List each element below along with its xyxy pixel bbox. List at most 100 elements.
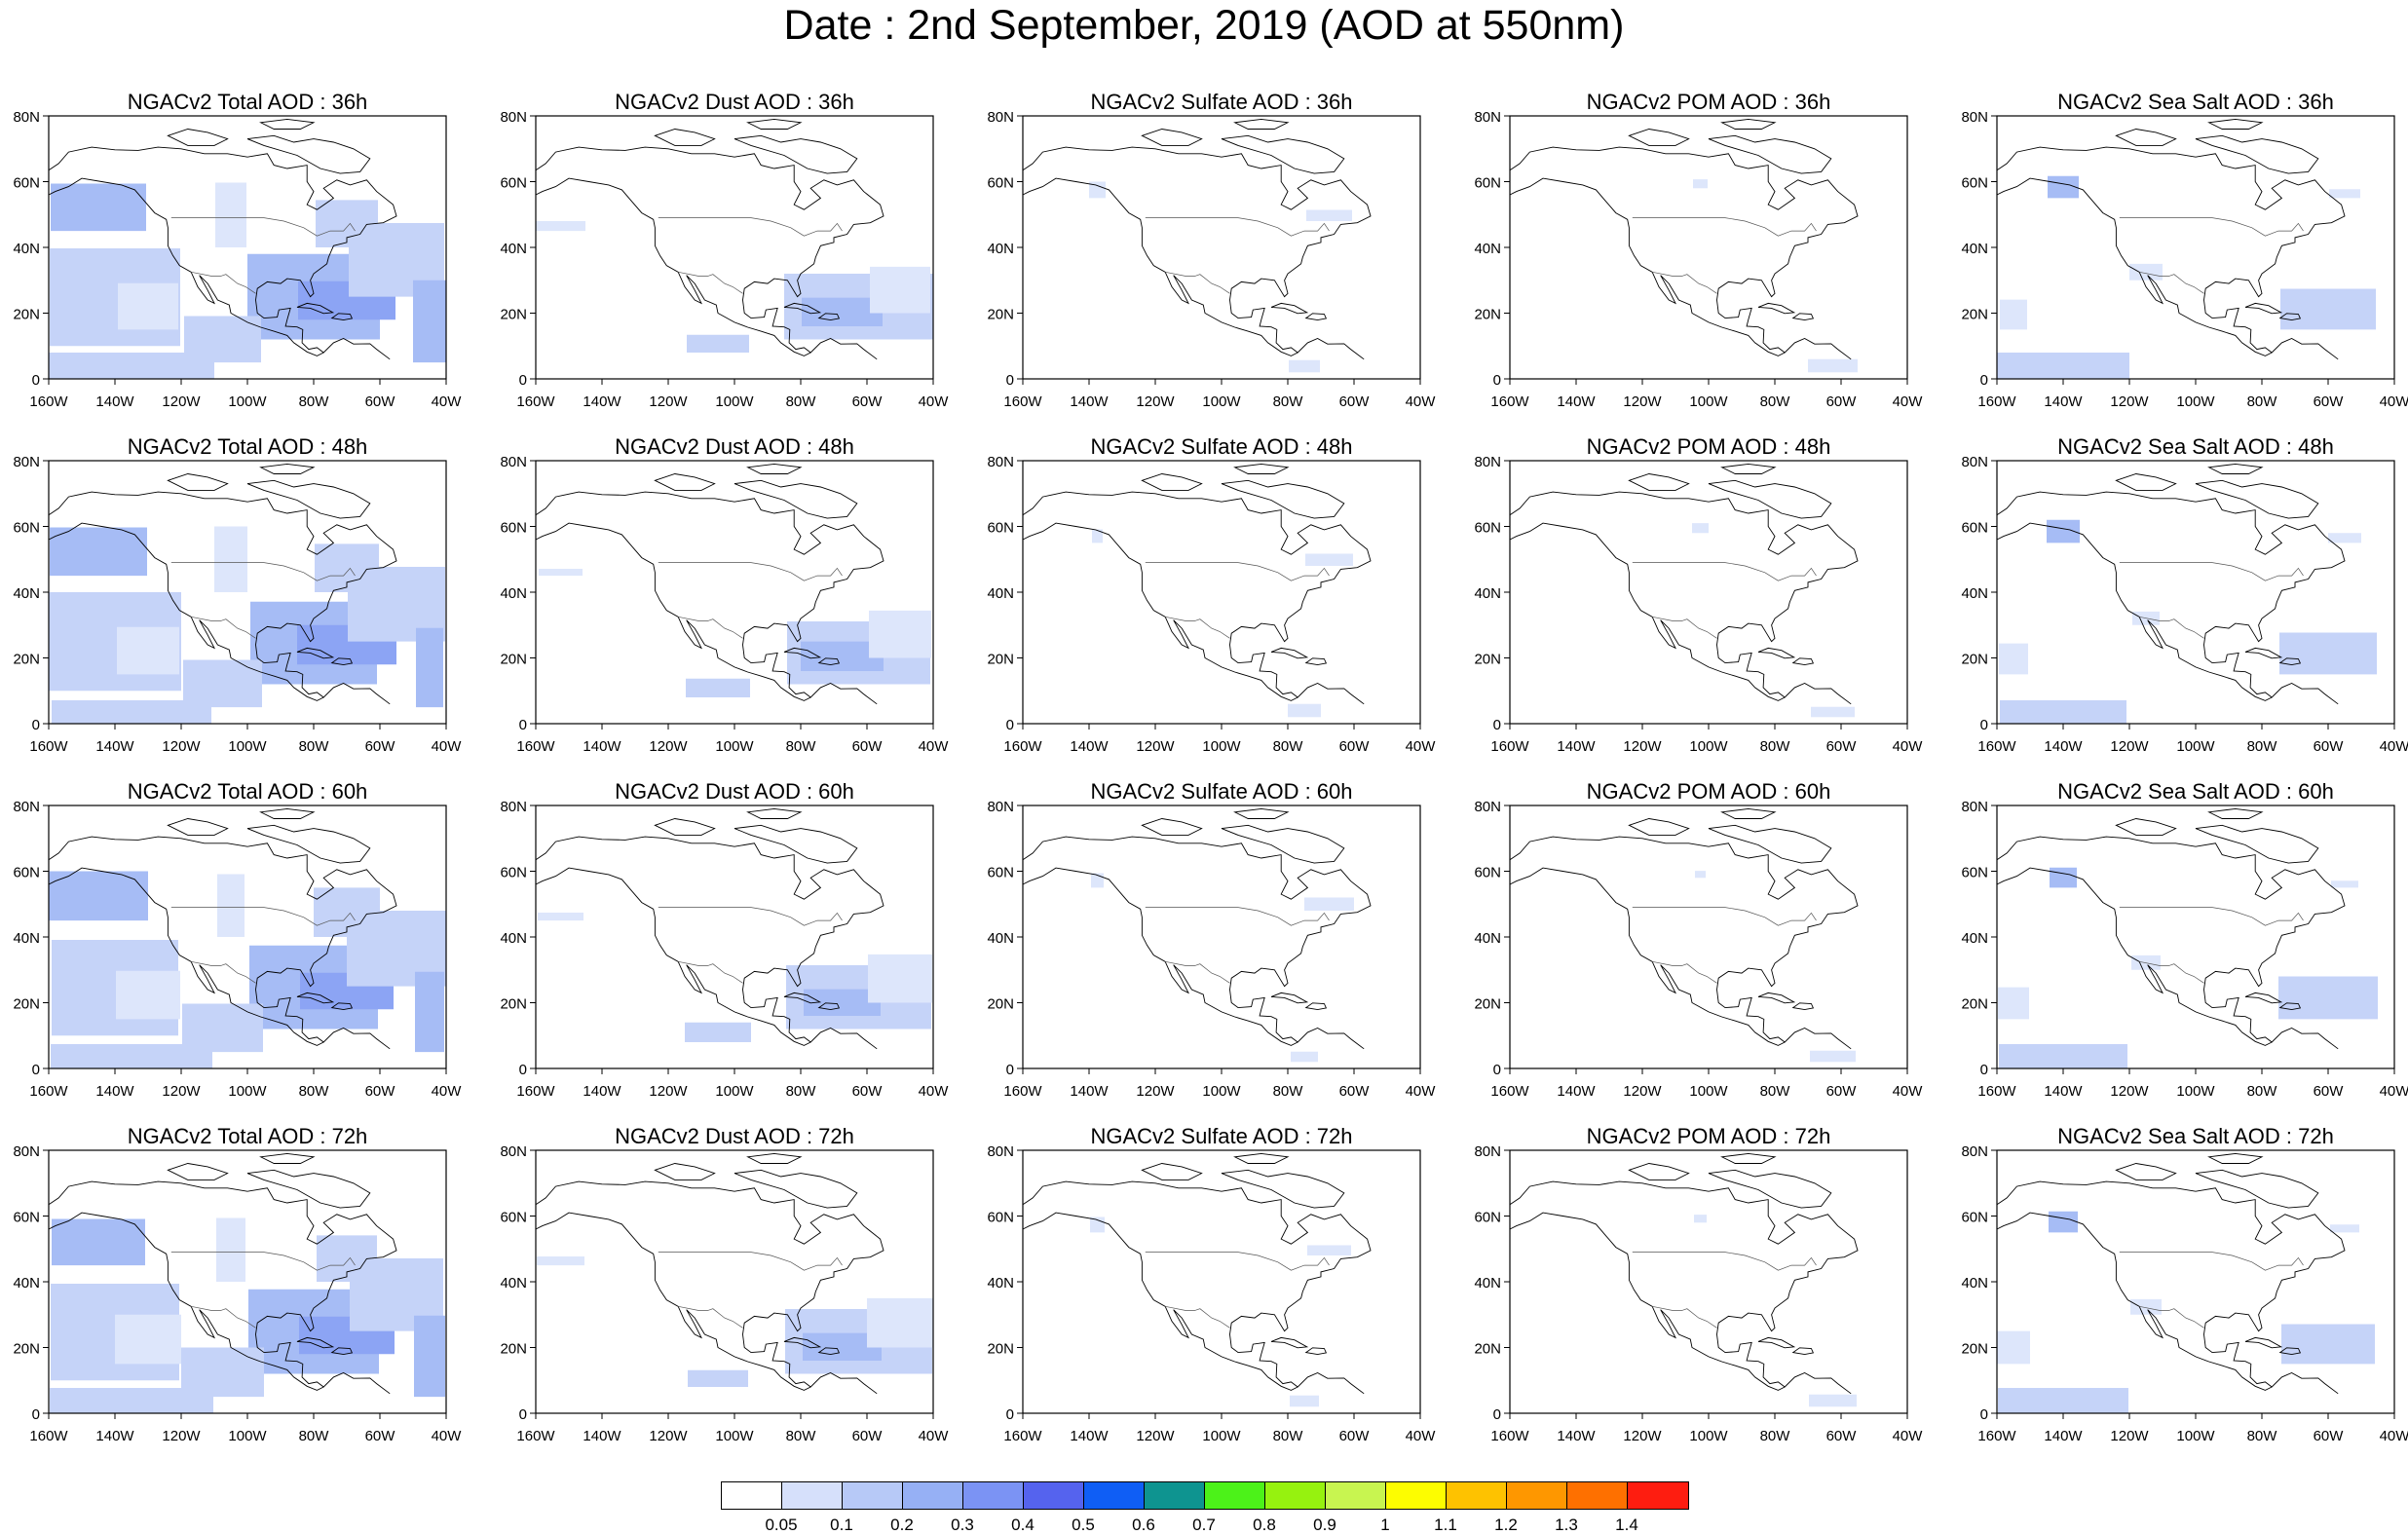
lat-tick-label: 80N [1474,109,1501,126]
aod-patch [1694,1215,1707,1223]
aod-patch [1693,179,1708,189]
lat-tick-label: 0 [519,1062,527,1078]
lon-tick-label: 40W [432,738,463,755]
aod-shading [537,1256,933,1387]
aod-patch [688,1369,748,1387]
aod-patch [539,569,583,577]
coastline [1509,118,1859,360]
map-panel-pom-row1: NGACv2 POM AOD : 36h 0 20N 40N 60N 80N 160W 140… [1474,90,1975,421]
lon-tick-label: 160W [516,738,555,755]
colorbar-swatch [1567,1482,1628,1509]
political-borders [170,1252,356,1329]
lon-tick-label: 160W [516,1083,555,1100]
aod-patch [1289,359,1320,373]
lat-tick-label: 20N [500,652,527,668]
lon-tick-label: 80W [2247,1428,2278,1444]
lon-tick-label: 160W [29,738,68,755]
lat-tick-label: 20N [987,996,1014,1013]
lat-tick-label: 40N [500,1275,527,1292]
colorbar-swatch [1628,1482,1688,1509]
lon-tick-label: 80W [2247,393,2278,410]
lon-tick-label: 100W [228,1428,267,1444]
aod-patch [215,182,246,247]
aod-patch [1999,643,2028,675]
lon-tick-label: 120W [649,738,688,755]
lon-tick-label: 120W [1136,393,1175,410]
aod-shading [1090,1217,1351,1407]
lon-tick-label: 120W [1623,1428,1662,1444]
colorbar-swatch [963,1482,1024,1509]
aod-patch [51,183,146,232]
lat-tick-label: 20N [500,1341,527,1358]
colorbar-swatch [1326,1482,1386,1509]
aod-patch [52,1218,145,1266]
colorbar-swatch [1084,1482,1145,1509]
colorbar-swatch [843,1482,903,1509]
lon-tick-label: 140W [95,1083,134,1100]
lat-tick-label: 40N [1961,1275,1988,1292]
lat-tick-label: 80N [500,799,527,815]
lat-tick-label: 40N [500,930,527,947]
lat-tick-label: 80N [500,1143,527,1160]
lat-tick-label: 0 [1006,717,1014,733]
lon-tick-label: 60W [2314,1428,2345,1444]
lon-tick-label: 100W [715,738,754,755]
lat-tick-label: 20N [987,652,1014,668]
aod-shading [536,221,933,353]
lon-tick-label: 100W [1202,1083,1241,1100]
colorbar-label: 0.9 [1313,1516,1336,1534]
lon-tick-label: 140W [95,1428,134,1444]
aod-patch [1306,209,1352,221]
lon-tick-label: 100W [715,1428,754,1444]
lat-tick-label: 0 [1493,717,1501,733]
lon-tick-label: 160W [29,1083,68,1100]
lon-tick-label: 140W [1557,393,1596,410]
map-panel-sulfate-row3: NGACv2 Sulfate AOD : 60h 0 20N 40N 60N 80N 160… [987,779,1488,1110]
aod-patch [1999,1044,2127,1068]
lon-tick-label: 160W [1490,738,1529,755]
lat-tick-label: 60N [13,520,40,537]
aod-map: 0 20N 40N 60N 80N 160W 140W 120W 100W 80W 60W 40W [1961,1143,2408,1444]
lat-tick-label: 0 [1493,1062,1501,1078]
lat-tick-label: 20N [13,307,40,323]
lon-tick-label: 60W [365,393,396,410]
coastline [1022,463,1372,705]
colorbar-label: 1.4 [1615,1516,1638,1534]
lon-tick-label: 80W [1760,1428,1791,1444]
aod-shading [1999,519,2377,724]
lon-tick-label: 80W [2247,738,2278,755]
political-borders [1145,907,1330,984]
aod-patch [2328,533,2361,543]
political-borders [2119,907,2304,984]
colorbar-label: 1.2 [1494,1516,1518,1534]
lon-tick-label: 60W [365,1083,396,1100]
lon-tick-label: 60W [365,1428,396,1444]
aod-patch [413,280,446,363]
lon-tick-label: 160W [1003,393,1042,410]
map-frame [1022,1149,1421,1414]
lon-tick-label: 160W [29,1428,68,1444]
figure-title: Date : 2nd September, 2019 (AOD at 550nm… [783,2,1625,49]
colorbar-label: 0.05 [765,1516,798,1534]
aod-patch [217,874,245,937]
lat-tick-label: 40N [1474,241,1501,257]
lon-tick-label: 120W [162,1428,201,1444]
aod-map: 0 20N 40N 60N 80N 160W 140W 120W 100W 80W 60W 40W [1474,1143,1923,1444]
aod-patch [1288,703,1321,718]
lon-tick-label: 140W [1557,738,1596,755]
panel-title: NGACv2 Dust AOD : 48h [615,434,854,459]
lat-tick-label: 80N [13,109,40,126]
lon-tick-label: 60W [1339,1083,1371,1100]
colorbar-label: 0.1 [830,1516,853,1534]
aod-shading [50,1217,445,1413]
lon-tick-label: 160W [1490,393,1529,410]
lat-tick-label: 40N [13,1275,40,1292]
lat-tick-label: 80N [987,454,1014,470]
political-borders [2119,1252,2304,1329]
lat-tick-label: 80N [13,454,40,470]
lat-tick-label: 20N [13,996,40,1013]
aod-patch [686,678,750,697]
lat-tick-label: 60N [13,865,40,881]
lon-tick-label: 80W [299,1083,330,1100]
aod-map: 0 20N 40N 60N 80N 160W 140W 120W 100W 80W 60W 40W [500,109,949,410]
